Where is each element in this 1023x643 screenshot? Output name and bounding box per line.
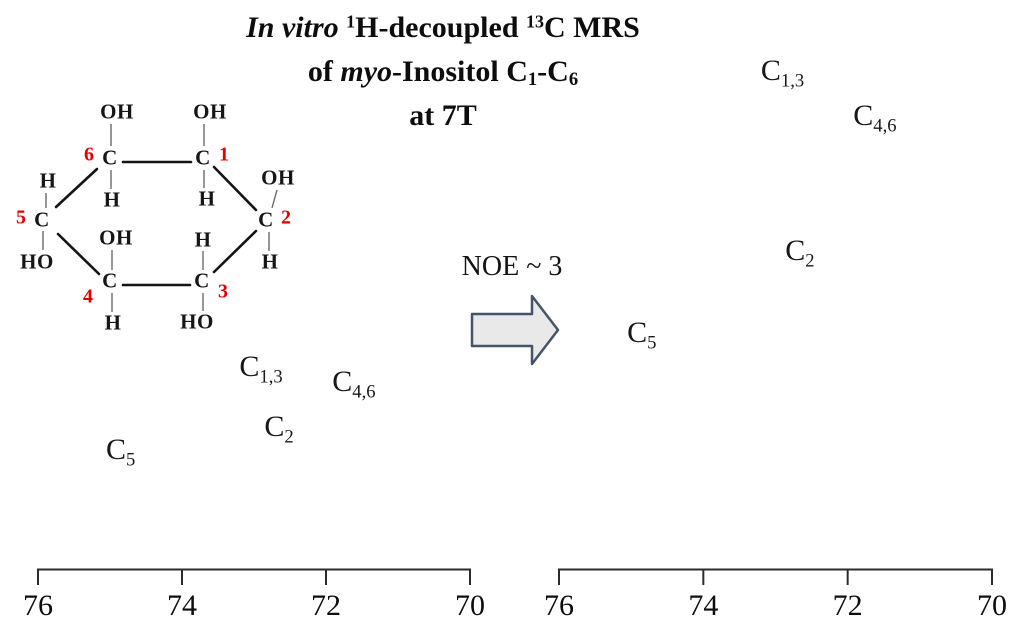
atom-label: C xyxy=(194,268,210,293)
peak-label: C1,3 xyxy=(760,54,805,92)
atom-label: C xyxy=(102,145,118,170)
atom-label: H xyxy=(198,186,216,211)
title-line-1: In vitro 1H-decoupled 13C MRS xyxy=(246,11,640,44)
peak-label: C1,3 xyxy=(239,350,283,388)
ring-bond xyxy=(212,229,258,274)
peak-label: C2 xyxy=(785,234,815,272)
peak-label: C5 xyxy=(105,433,136,471)
atom-label: HO xyxy=(180,309,214,334)
carbon-number: 2 xyxy=(281,206,291,229)
atom-label: H xyxy=(39,168,57,193)
atom-label: OH xyxy=(99,225,133,250)
molecule-bonds xyxy=(42,124,278,312)
ring-bond xyxy=(54,167,99,209)
atom-label: C xyxy=(195,145,211,170)
carbon-number: 5 xyxy=(16,206,26,229)
title-line-2: of myo-Inositol C1-C6 xyxy=(307,55,579,91)
substituent-bond xyxy=(271,189,278,209)
atom-label: H xyxy=(104,310,122,335)
x-tick-label: 72 xyxy=(832,589,863,622)
x-tick-label: 74 xyxy=(167,589,197,622)
atom-label: OH xyxy=(261,165,295,190)
title-line-3: at 7T xyxy=(409,99,477,132)
peak-label: C2 xyxy=(264,410,294,448)
peak-label: C4,6 xyxy=(332,365,376,403)
atom-label: H xyxy=(103,187,121,212)
atom-label: H xyxy=(261,249,279,274)
peak-label: C4,6 xyxy=(853,99,897,137)
atom-label: H xyxy=(194,227,212,252)
carbon-number: 1 xyxy=(219,143,229,166)
atom-label: OH xyxy=(100,99,134,124)
carbon-number: 4 xyxy=(83,285,93,308)
page-title: In vitro 1H-decoupled 13C MRS of myo-Ino… xyxy=(143,6,743,138)
right-arrow-icon xyxy=(470,294,560,366)
x-tick-label: 70 xyxy=(455,589,485,622)
atom-label: C xyxy=(258,207,274,232)
x-tick-label: 74 xyxy=(688,589,719,622)
atom-label: C xyxy=(102,268,118,293)
atom-label: OH xyxy=(193,99,227,124)
x-tick-label: 70 xyxy=(977,589,1007,622)
noe-label: NOE ~ 3 xyxy=(461,251,563,282)
ring-bond xyxy=(212,165,258,212)
x-tick-label: 72 xyxy=(311,589,341,622)
peak-label: C5 xyxy=(627,316,657,354)
spectrum-left-panel xyxy=(37,570,471,585)
x-tick-label: 76 xyxy=(23,589,53,622)
spectrum-right-panel xyxy=(558,570,993,585)
carbon-number: 6 xyxy=(84,143,94,166)
x-tick-label: 76 xyxy=(544,589,574,622)
atom-label: C xyxy=(34,207,50,232)
atom-label: HO xyxy=(20,249,54,274)
ring-bond xyxy=(56,232,101,276)
carbon-number: 3 xyxy=(218,280,228,303)
